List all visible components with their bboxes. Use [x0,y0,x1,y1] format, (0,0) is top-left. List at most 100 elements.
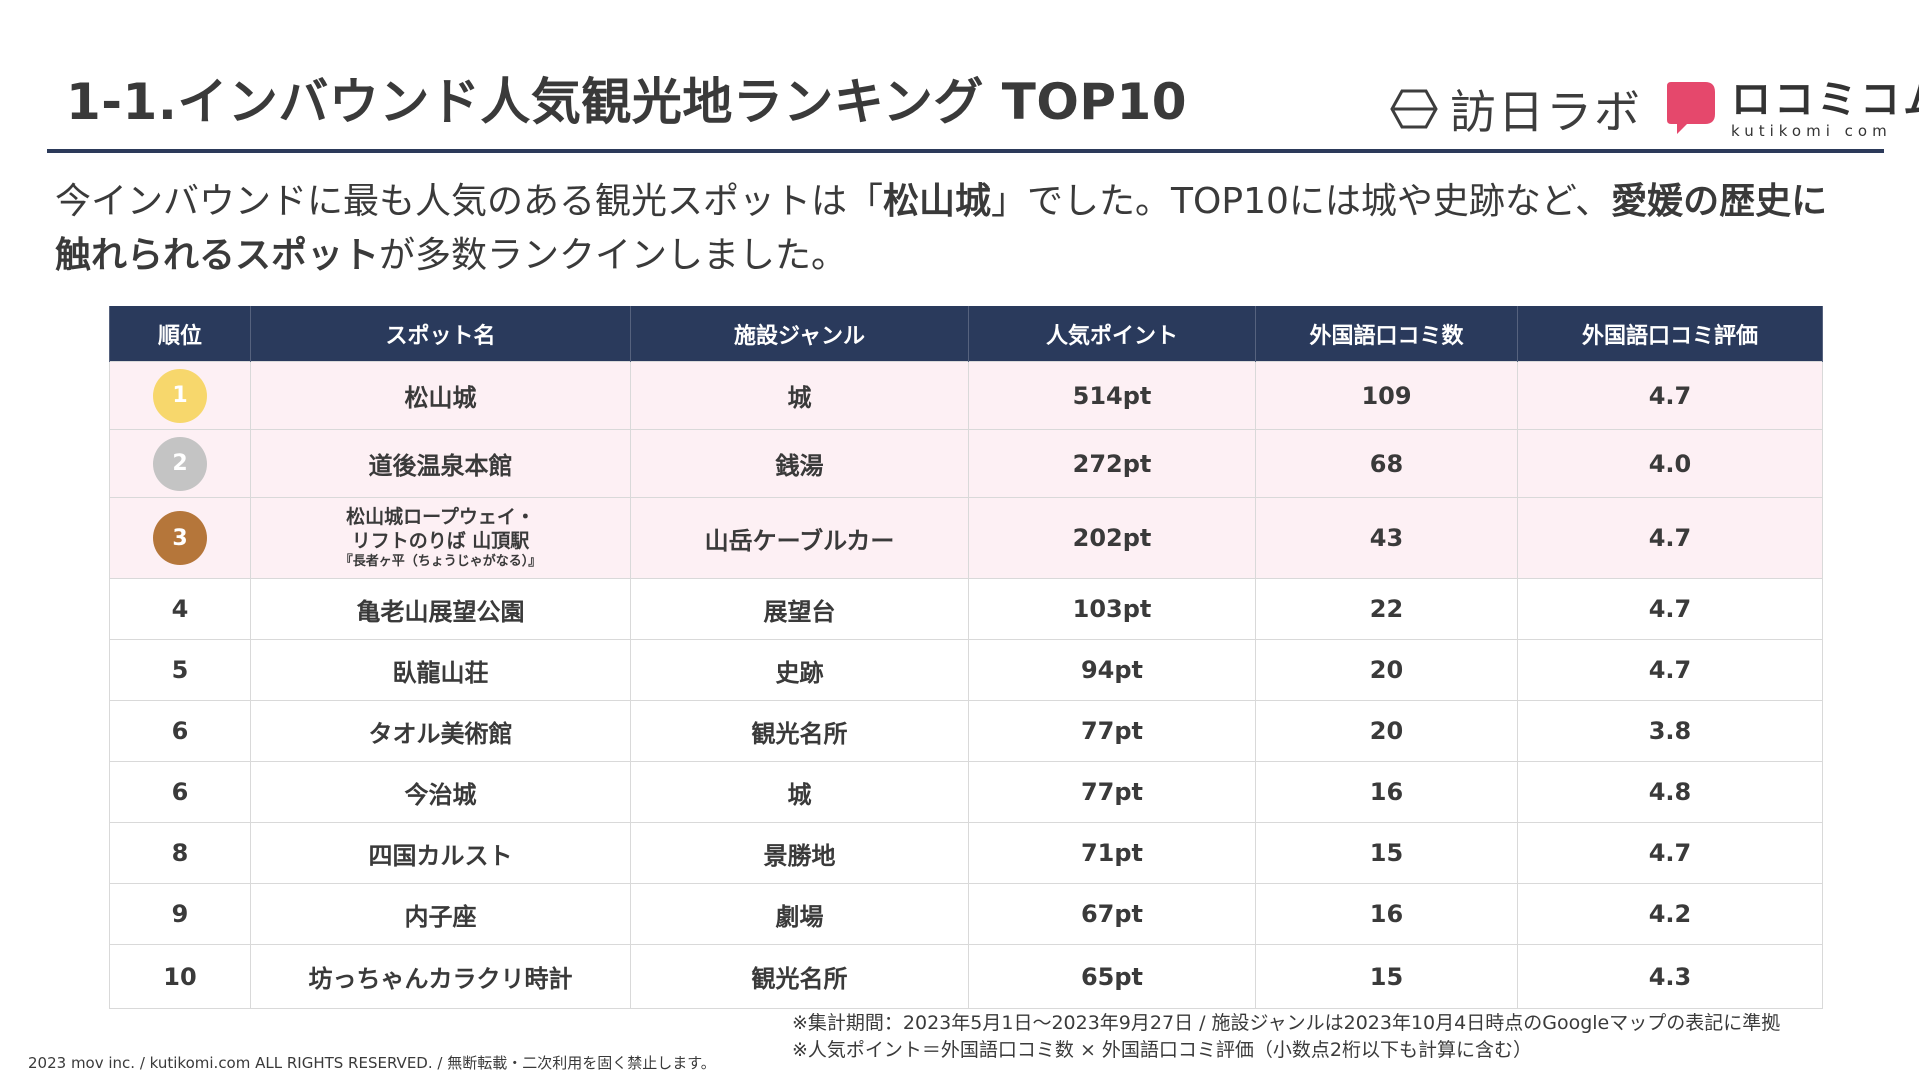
points-cell: 71pt [968,822,1256,884]
genre-cell: 銭湯 [630,429,969,498]
genre-cell: 観光名所 [630,700,969,762]
table-row: 5 臥龍山荘 史跡 94pt 20 4.7 [109,639,1823,701]
points-cell: 103pt [968,578,1256,640]
spot-name-cell: 道後温泉本館 [250,429,631,498]
kutikomi-logo-text: ロコミコム [1731,77,1919,123]
spot-name-cell: 松山城ロープウェイ・ リフトのりば 山頂駅 『長者ヶ平（ちょうじゃがなる）』 [250,497,631,579]
rank-cell: 4 [109,578,251,640]
ranking-table: 順位 スポット名 施設ジャンル 人気ポイント 外国語口コミ数 外国語口コミ評価 … [109,306,1823,1009]
rank-cell: 1 [109,361,251,430]
spot-name-cell: 臥龍山荘 [250,639,631,701]
column-header-rank: 順位 [109,306,251,362]
table-row: 1 松山城 城 514pt 109 4.7 [109,361,1823,430]
review-count-cell: 43 [1255,497,1518,579]
houjitsu-labo-text: 訪日ラボ [1450,85,1642,139]
column-header-review-rating: 外国語口コミ評価 [1517,306,1823,362]
rating-cell: 4.7 [1517,639,1823,701]
genre-cell: 展望台 [630,578,969,640]
table-row: 9 内子座 劇場 67pt 16 4.2 [109,883,1823,945]
points-cell: 202pt [968,497,1256,579]
lead-text: 今インバウンドに最も人気のある観光スポットは「松山城」でした。TOP10には城や… [55,175,1835,283]
rank-cell: 3 [109,497,251,579]
points-cell: 77pt [968,700,1256,762]
review-count-cell: 68 [1255,429,1518,498]
houjitsu-labo-logo: 訪日ラボ [1390,84,1642,139]
genre-cell: 観光名所 [630,944,969,1009]
points-cell: 77pt [968,761,1256,823]
spot-name-line: リフトのりば 山頂駅 [351,529,530,552]
copyright-text: 2023 mov inc. / kutikomi.com ALL RIGHTS … [28,1054,716,1072]
bronze-medal-icon: 3 [153,511,207,565]
rating-cell: 4.0 [1517,429,1823,498]
review-count-cell: 109 [1255,361,1518,430]
review-count-cell: 22 [1255,578,1518,640]
spot-name-cell: タオル美術館 [250,700,631,762]
footnote-formula: ※人気ポイント＝外国語口コミ数 × 外国語口コミ評価（小数点2桁以下も計算に含む… [792,1039,1533,1061]
points-cell: 94pt [968,639,1256,701]
table-row: 6 タオル美術館 観光名所 77pt 20 3.8 [109,700,1823,762]
review-count-cell: 16 [1255,883,1518,945]
column-header-genre: 施設ジャンル [630,306,969,362]
rank-cell: 6 [109,700,251,762]
rank-cell: 9 [109,883,251,945]
points-cell: 272pt [968,429,1256,498]
rating-cell: 4.7 [1517,497,1823,579]
header-divider [47,149,1884,153]
genre-cell: 史跡 [630,639,969,701]
spot-name-cell: 四国カルスト [250,822,631,884]
rating-cell: 4.7 [1517,822,1823,884]
kutikomi-logo: ロコミコム kutikomi com [1665,80,1919,139]
genre-cell: 城 [630,361,969,430]
review-count-cell: 15 [1255,944,1518,1009]
spot-name-cell: 松山城 [250,361,631,430]
spot-name-subtitle: 『長者ヶ平（ちょうじゃがなる）』 [339,553,542,569]
table-row: 4 亀老山展望公園 展望台 103pt 22 4.7 [109,578,1823,640]
rating-cell: 4.8 [1517,761,1823,823]
review-count-cell: 20 [1255,639,1518,701]
speech-bubble-icon [1667,82,1715,134]
lead-text-part: が多数ランクインしました。 [379,235,848,276]
page-title: 1-1.インバウンド人気観光地ランキング TOP10 [66,73,1188,131]
column-header-spot-name: スポット名 [250,306,631,362]
rating-cell: 4.3 [1517,944,1823,1009]
spot-name-cell: 今治城 [250,761,631,823]
table-row: 10 坊っちゃんカラクリ時計 観光名所 65pt 15 4.3 [109,944,1823,1009]
rating-cell: 4.2 [1517,883,1823,945]
rank-cell: 2 [109,429,251,498]
spot-name-line: 松山城ロープウェイ・ [346,506,535,529]
rank-cell: 10 [109,944,251,1009]
footnote-period: ※集計期間：2023年5月1日～2023年9月27日 / 施設ジャンルは2023… [792,1012,1781,1034]
table-row: 8 四国カルスト 景勝地 71pt 15 4.7 [109,822,1823,884]
lead-highlight-history: 愛媛の歴史に触れられるスポット [55,181,1828,276]
genre-cell: 城 [630,761,969,823]
spot-name-cell: 内子座 [250,883,631,945]
points-cell: 67pt [968,883,1256,945]
genre-cell: 山岳ケーブルカー [630,497,969,579]
points-cell: 514pt [968,361,1256,430]
rating-cell: 4.7 [1517,578,1823,640]
rating-cell: 4.7 [1517,361,1823,430]
lead-highlight-castle: 松山城 [883,181,992,222]
rank-cell: 8 [109,822,251,884]
column-header-points: 人気ポイント [968,306,1256,362]
kutikomi-logo-subtext: kutikomi com [1731,122,1892,140]
points-cell: 65pt [968,944,1256,1009]
genre-cell: 景勝地 [630,822,969,884]
table-row: 2 道後温泉本館 銭湯 272pt 68 4.0 [109,429,1823,498]
review-count-cell: 20 [1255,700,1518,762]
rank-cell: 5 [109,639,251,701]
gold-medal-icon: 1 [153,368,207,423]
column-header-review-count: 外国語口コミ数 [1255,306,1518,362]
rating-cell: 3.8 [1517,700,1823,762]
lead-text-part: 」でした。TOP10には城や史跡など、 [991,181,1612,222]
hexagon-logo-icon [1390,89,1438,129]
table-header-row: 順位 スポット名 施設ジャンル 人気ポイント 外国語口コミ数 外国語口コミ評価 [109,306,1823,362]
table-row: 3 松山城ロープウェイ・ リフトのりば 山頂駅 『長者ヶ平（ちょうじゃがなる）』… [109,497,1823,579]
genre-cell: 劇場 [630,883,969,945]
rank-cell: 6 [109,761,251,823]
spot-name-cell: 坊っちゃんカラクリ時計 [250,944,631,1009]
lead-text-part: 今インバウンドに最も人気のある観光スポットは「 [55,181,884,222]
silver-medal-icon: 2 [153,436,207,491]
review-count-cell: 16 [1255,761,1518,823]
footnotes: ※集計期間：2023年5月1日～2023年9月27日 / 施設ジャンルは2023… [792,1010,1780,1064]
